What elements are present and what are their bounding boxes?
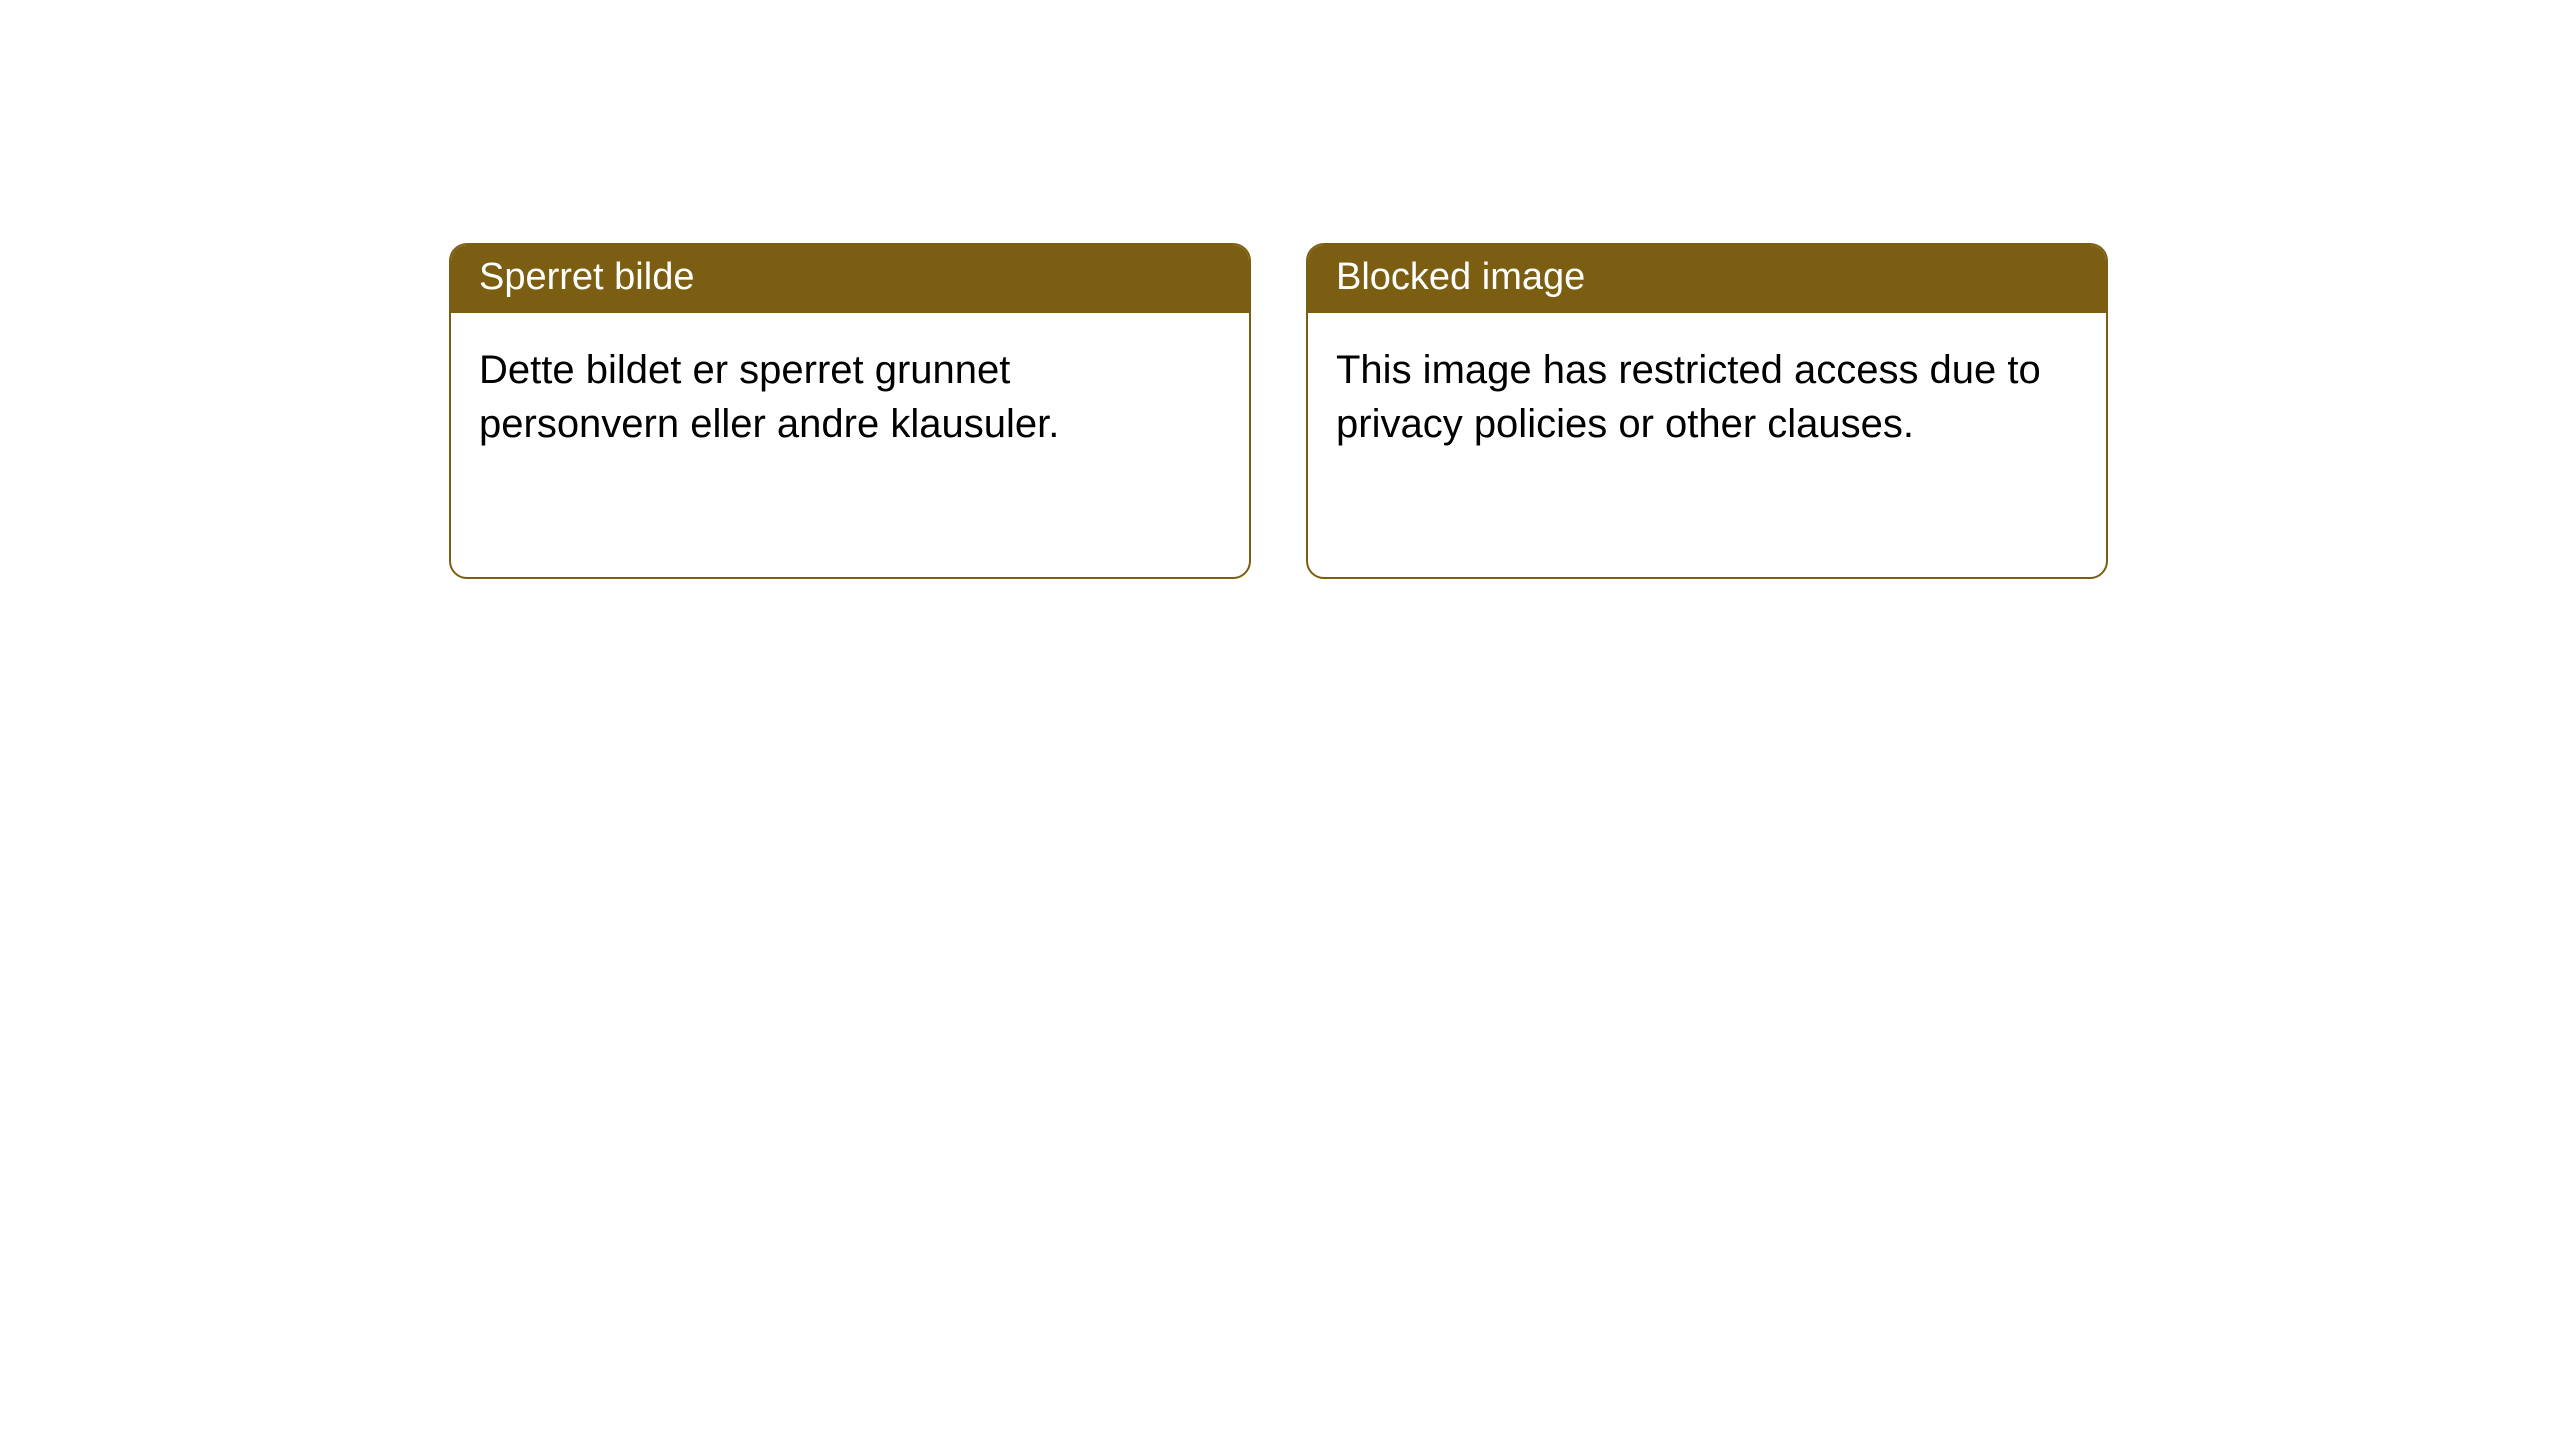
blocked-image-card-en: Blocked image This image has restricted … <box>1306 243 2108 579</box>
card-header-en: Blocked image <box>1308 245 2106 313</box>
card-body-no: Dette bildet er sperret grunnet personve… <box>451 313 1249 481</box>
card-body-en: This image has restricted access due to … <box>1308 313 2106 481</box>
cards-container: Sperret bilde Dette bildet er sperret gr… <box>449 243 2108 579</box>
card-header-no: Sperret bilde <box>451 245 1249 313</box>
blocked-image-card-no: Sperret bilde Dette bildet er sperret gr… <box>449 243 1251 579</box>
